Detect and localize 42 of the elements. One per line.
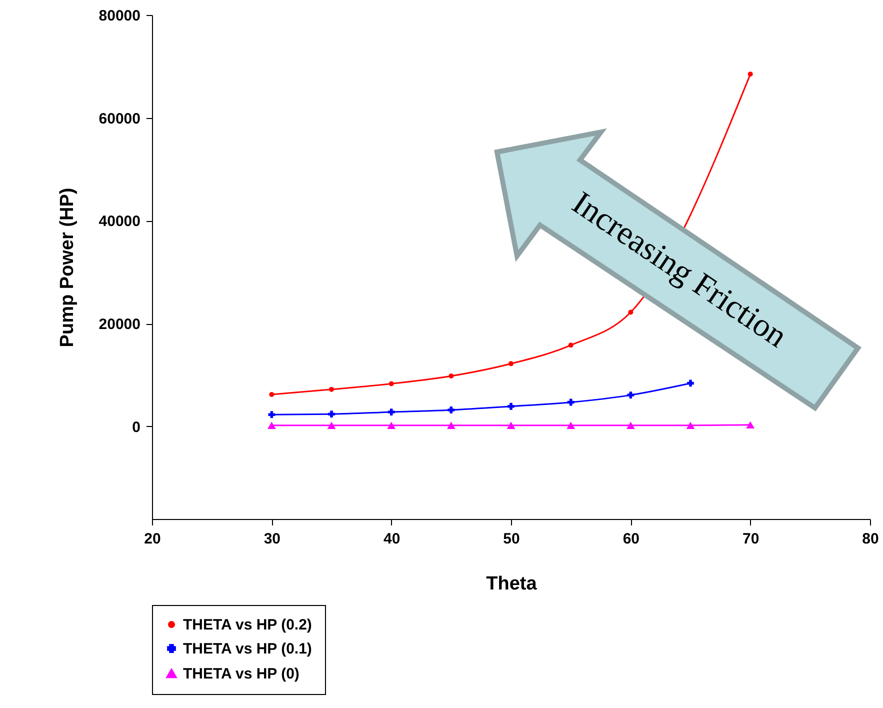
- point: [748, 72, 753, 77]
- point: [506, 422, 516, 430]
- point: [327, 422, 336, 430]
- legend-label: THETA vs HP (0): [183, 666, 300, 682]
- point: [329, 386, 334, 392]
- x-tick-label: 70: [742, 530, 760, 548]
- point: [566, 422, 576, 430]
- point: [626, 422, 635, 430]
- x-tick-label: 30: [264, 530, 281, 548]
- point: [267, 422, 276, 430]
- point: [269, 392, 274, 398]
- point: [686, 422, 695, 430]
- x-tick-label: 60: [622, 530, 640, 548]
- legend-label: THETA vs HP (0.1): [183, 640, 312, 658]
- point: [687, 380, 694, 387]
- x-tick-label: 80: [862, 530, 879, 548]
- x-axis-title: Theta: [486, 574, 538, 594]
- x-tick-label: 50: [503, 530, 520, 548]
- point: [388, 381, 394, 386]
- y-tick-label: 40000: [98, 213, 140, 230]
- point: [448, 406, 455, 414]
- y-tick-label: 0: [132, 418, 140, 436]
- y-tick-label: 20000: [98, 316, 140, 334]
- point: [387, 422, 396, 430]
- x-tick-label: 20: [144, 530, 161, 548]
- point: [446, 422, 456, 430]
- point: [268, 411, 276, 418]
- y-tick-label: 60000: [98, 110, 140, 128]
- point: [568, 342, 574, 348]
- point: [567, 398, 574, 406]
- point: [508, 361, 514, 366]
- legend-label: THETA vs HP (0.2): [183, 616, 312, 634]
- point: [746, 421, 755, 429]
- y-axis-title: Pump Power (HP): [56, 188, 78, 348]
- point: [328, 410, 335, 418]
- point: [388, 408, 395, 416]
- point: [448, 374, 454, 379]
- y-tick-label: 80000: [98, 8, 140, 24]
- point: [627, 392, 634, 399]
- point: [508, 402, 514, 410]
- point: [628, 310, 634, 315]
- x-tick-label: 40: [383, 530, 400, 548]
